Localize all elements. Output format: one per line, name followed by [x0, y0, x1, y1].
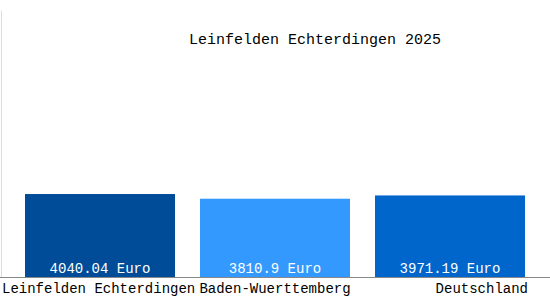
title: Leinfelden Echterdingen 2025 [189, 32, 441, 49]
x-tick: Baden-Wuerttemberg [199, 277, 350, 297]
x-tick: Leinfelden Echterdingen [2, 277, 195, 297]
data-label: 3971.19 Euro [400, 261, 501, 277]
x-tick-label: Leinfelden Echterdingen [2, 281, 195, 297]
bars [25, 194, 525, 277]
data-label: 3810.9 Euro [229, 261, 321, 277]
baseline [0, 277, 550, 278]
data-label: 4040.04 Euro [50, 261, 151, 277]
y-axis [1, 11, 2, 278]
x-tick: Deutschland [436, 277, 528, 297]
bar [200, 199, 350, 277]
bar [375, 195, 525, 277]
data-labels: 4040.04 Euro 3810.9 Euro 3971.19 Euro [50, 261, 501, 277]
bar [25, 194, 175, 277]
x-tick-label: Baden-Wuerttemberg [199, 281, 350, 297]
x-axis: Leinfelden EchterdingenBaden-Wuerttember… [0, 277, 550, 297]
y-axis-line [1, 11, 2, 278]
x-tick-label: Deutschland [436, 281, 528, 297]
chart: Leinfelden Echterdingen 2025 4040.04 Euro… [0, 0, 550, 300]
